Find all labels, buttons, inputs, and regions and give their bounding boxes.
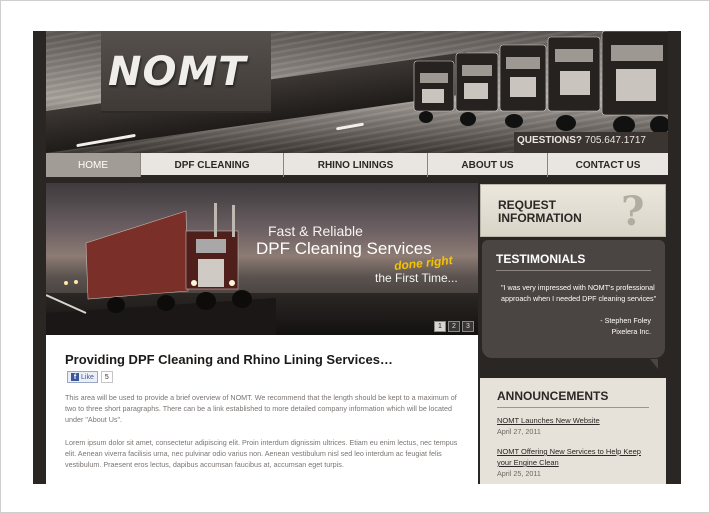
slide-headline-2: DPF Cleaning Services	[256, 239, 432, 258]
facebook-like: f Like 5	[67, 371, 113, 383]
request-information-button[interactable]: REQUEST INFORMATION ?	[480, 184, 666, 237]
nav-about-us[interactable]: ABOUT US	[427, 153, 547, 177]
contact-phone[interactable]: QUESTIONS? 705.647.1717	[517, 135, 646, 146]
truck-fleet-image	[413, 31, 668, 134]
site-header: NOMT	[46, 31, 668, 153]
announcement-link[interactable]: NOMT Offering New Services to Help Keep …	[497, 447, 641, 467]
nav-rhino-linings[interactable]: RHINO LININGS	[283, 153, 427, 177]
announcement-item: NOMT Offering New Services to Help Keep …	[497, 446, 657, 479]
testimonial-quote: "I was very impressed with NOMT's profes…	[501, 283, 657, 303]
divider	[497, 407, 649, 408]
announcement-date: April 25, 2011	[497, 469, 541, 478]
testimonial-attribution: - Stephen Foley Pixelera Inc.	[600, 315, 651, 337]
announcements-title: ANNOUNCEMENTS	[497, 389, 609, 403]
questions-label: QUESTIONS?	[517, 135, 583, 146]
hero-truck-image	[46, 203, 276, 335]
content-title: Providing DPF Cleaning and Rhino Lining …	[65, 352, 393, 367]
slider-page-2[interactable]: 2	[448, 321, 460, 332]
facebook-icon: f	[71, 373, 79, 381]
main-nav: HOME DPF CLEANING RHINO LININGS ABOUT US…	[46, 153, 668, 177]
phone-bar	[514, 132, 668, 153]
announcement-date: April 27, 2011	[497, 427, 541, 436]
site-logo[interactable]: NOMT	[108, 49, 247, 95]
like-label: Like	[81, 373, 94, 381]
request-line-2: INFORMATION	[498, 211, 582, 225]
phone-number: 705.647.1717	[584, 135, 646, 146]
like-count: 5	[100, 371, 113, 383]
sidebar: REQUEST INFORMATION ? TESTIMONIALS "I wa…	[480, 183, 668, 484]
testimonial-author: - Stephen Foley	[600, 316, 651, 325]
slider-pagination: 1 2 3	[434, 321, 474, 332]
nav-contact-us[interactable]: CONTACT US	[547, 153, 668, 177]
testimonials-panel: TESTIMONIALS "I was very impressed with …	[482, 240, 665, 358]
testimonials-title: TESTIMONIALS	[496, 252, 586, 266]
main-content: Providing DPF Cleaning and Rhino Lining …	[46, 335, 478, 484]
nav-label: DPF CLEANING	[174, 159, 250, 171]
slide-headline-1: Fast & Reliable	[268, 223, 363, 239]
website: NOMT	[33, 31, 681, 484]
overview-paragraph: This area will be used to provide a brie…	[65, 393, 457, 424]
announcement-link[interactable]: NOMT Launches New Website	[497, 416, 600, 425]
request-line-1: REQUEST	[498, 198, 557, 212]
nav-label: RHINO LININGS	[317, 159, 394, 171]
facebook-like-button[interactable]: f Like	[67, 371, 98, 383]
lorem-paragraph: Lorem ipsum dolor sit amet, consectetur …	[65, 438, 458, 469]
nav-label: HOME	[78, 159, 108, 171]
slide-headline-3: the First Time...	[375, 271, 458, 285]
testimonial-company: Pixelera Inc.	[611, 327, 651, 336]
hero-slider[interactable]: Fast & Reliable DPF Cleaning Services do…	[46, 183, 478, 335]
nav-dpf-cleaning[interactable]: DPF CLEANING	[140, 153, 283, 177]
request-label: REQUEST INFORMATION	[498, 199, 582, 225]
logo-panel	[101, 31, 271, 113]
nav-label: CONTACT US	[575, 159, 641, 171]
slider-page-1[interactable]: 1	[434, 321, 446, 332]
slider-page-3[interactable]: 3	[462, 321, 474, 332]
nav-label: ABOUT US	[461, 159, 514, 171]
question-mark-icon: ?	[621, 188, 645, 235]
nav-home[interactable]: HOME	[46, 153, 140, 177]
announcements-panel: ANNOUNCEMENTS NOMT Launches New Website …	[480, 378, 666, 484]
announcement-item: NOMT Launches New Website April 27, 2011	[497, 415, 657, 437]
speech-bubble-tail	[650, 359, 658, 369]
divider	[496, 270, 651, 271]
